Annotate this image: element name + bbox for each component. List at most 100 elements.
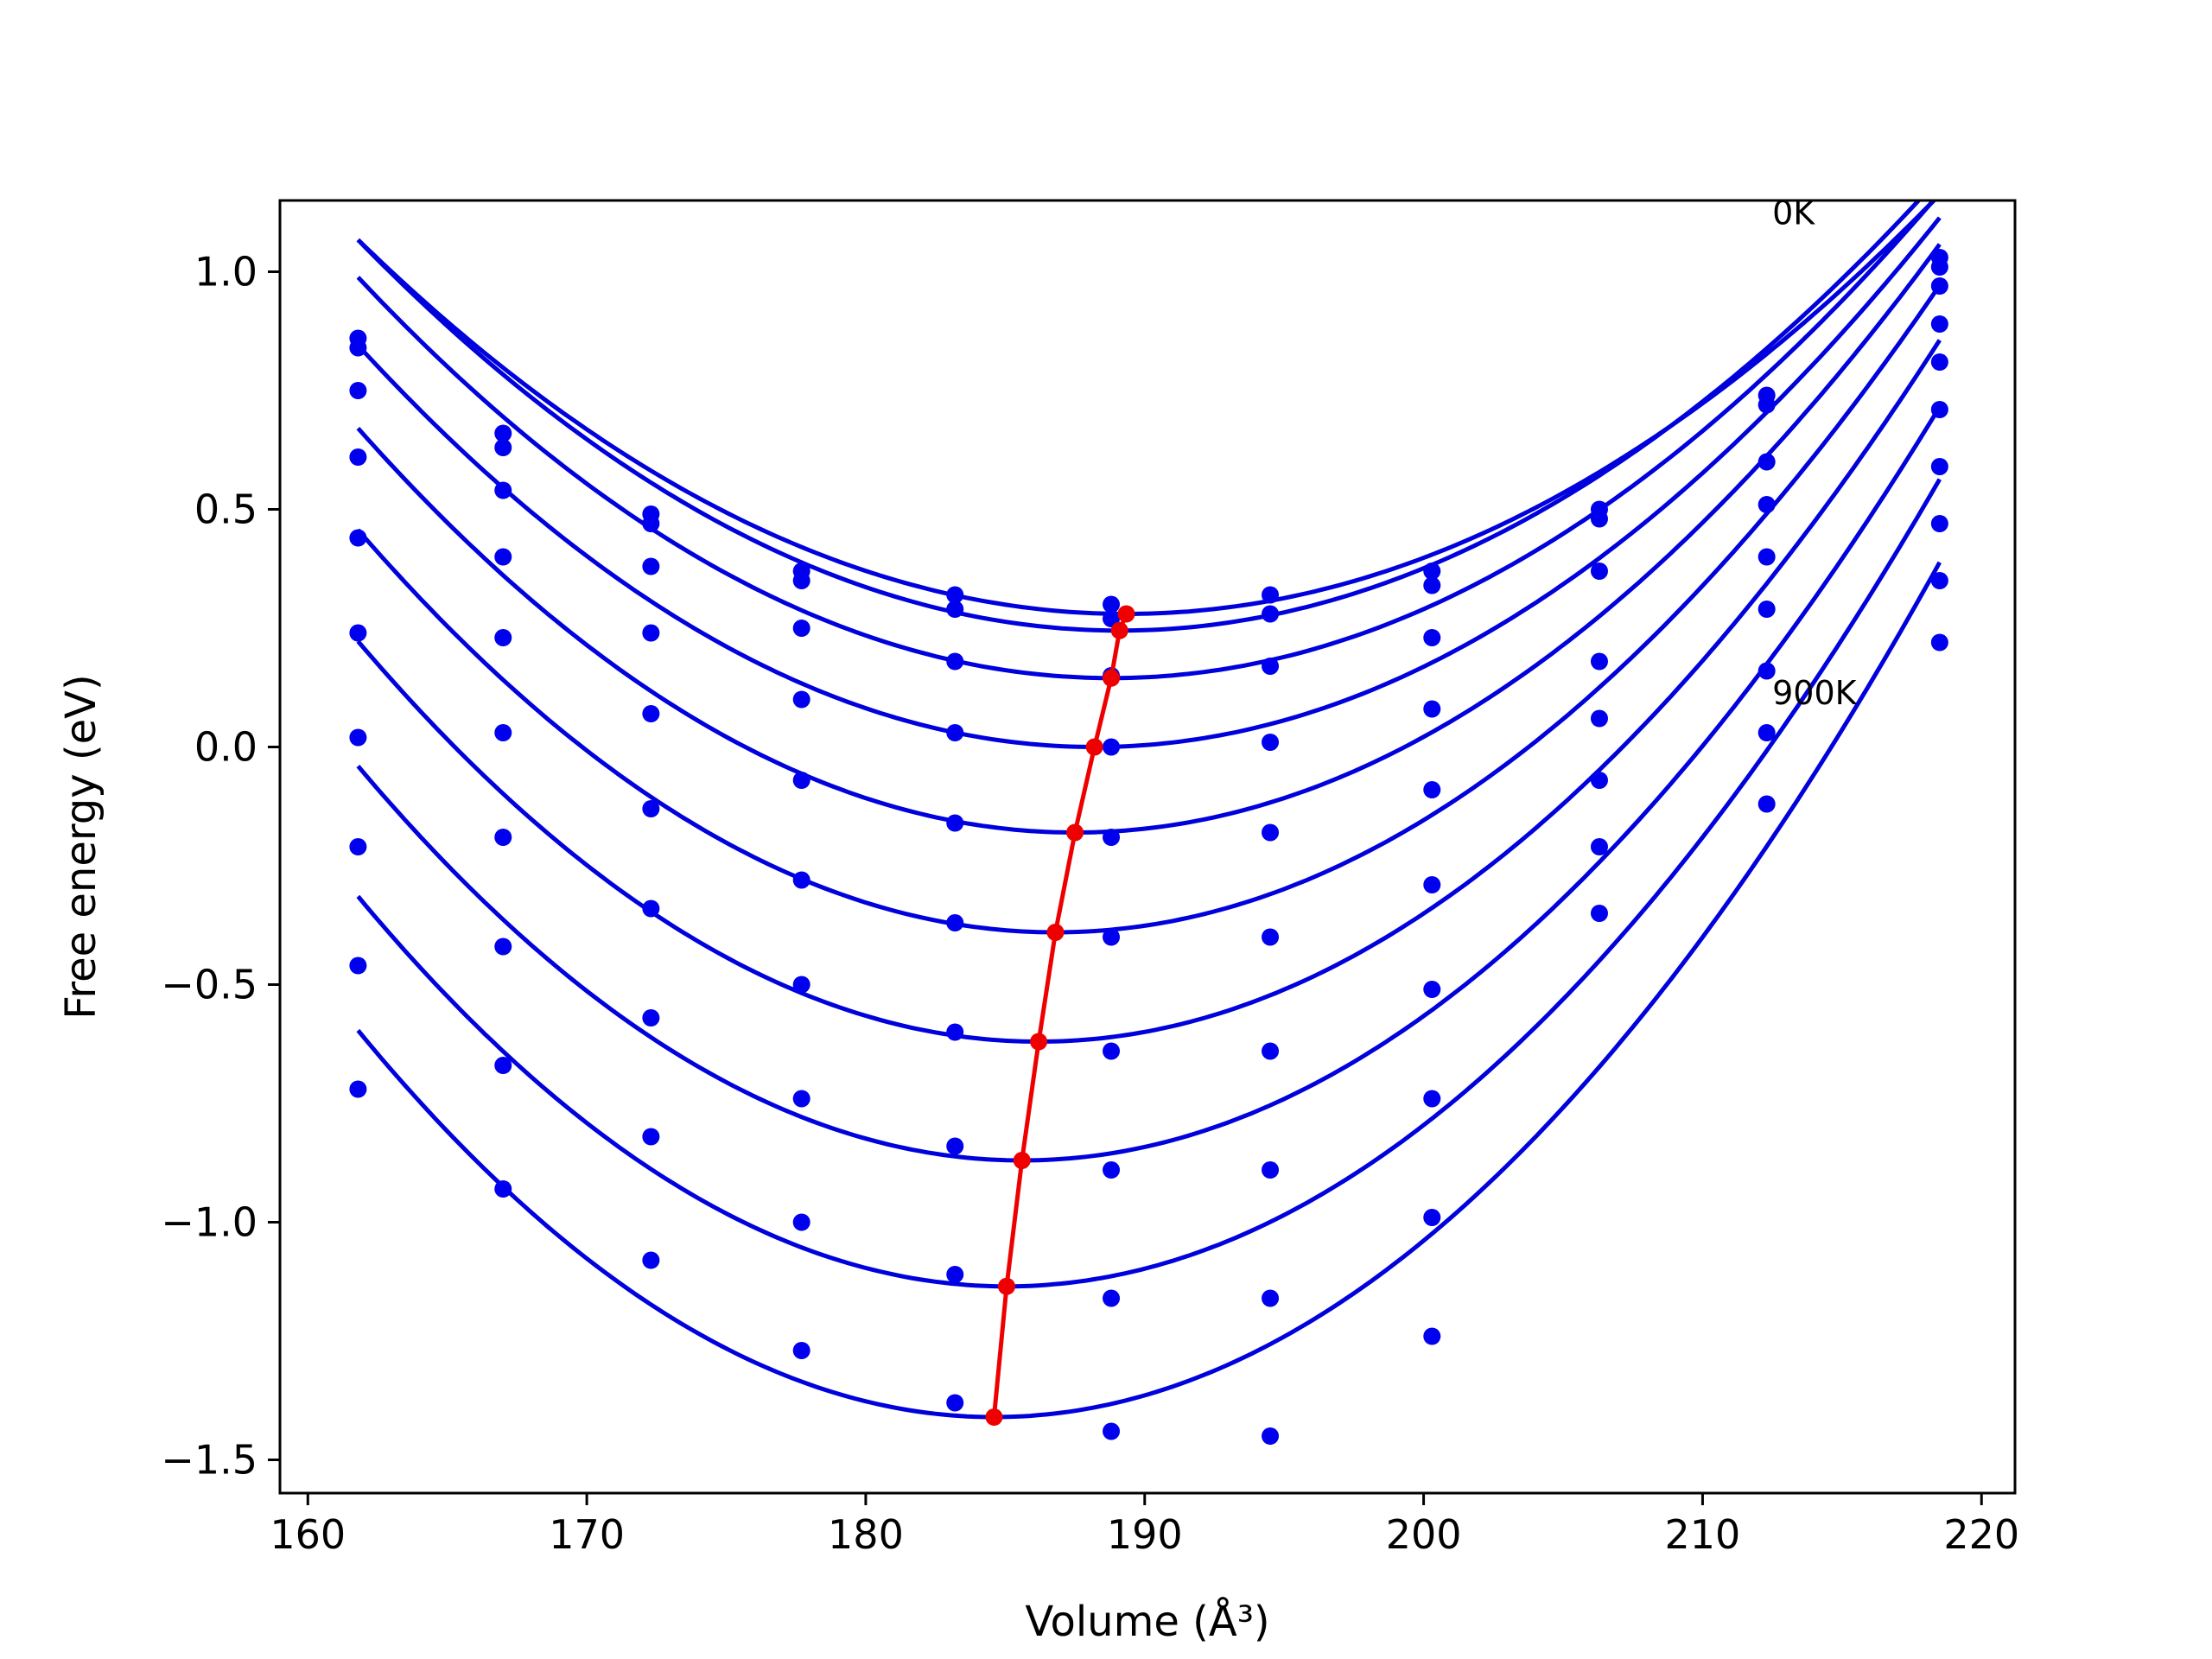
data-point-s9-10 xyxy=(1930,633,1948,652)
data-point-s4-1 xyxy=(494,629,512,646)
data-point-s7-4 xyxy=(946,1137,964,1155)
data-point-s5-0 xyxy=(349,624,367,642)
data-point-s6-2 xyxy=(642,899,660,918)
data-point-s3-3 xyxy=(792,690,810,709)
y-tick-label: −0.5 xyxy=(161,962,257,1008)
y-axis-label: Free energy (eV) xyxy=(57,674,105,1019)
data-point-s1-3 xyxy=(792,572,810,589)
data-point-s7-8 xyxy=(1590,905,1608,922)
data-point-s9-5 xyxy=(1103,1422,1121,1440)
y-tick-label: 0.0 xyxy=(194,724,257,771)
data-point-s2-3 xyxy=(792,620,810,637)
data-point-s7-9 xyxy=(1758,724,1776,741)
minimum-point-1 xyxy=(1110,621,1128,639)
x-tick-label: 180 xyxy=(828,1511,904,1558)
data-point-s8-6 xyxy=(1262,1289,1280,1307)
data-point-s2-4 xyxy=(946,652,964,671)
data-point-s3-4 xyxy=(946,724,964,741)
data-point-s2-10 xyxy=(1930,277,1948,295)
annotation-900K: 900K xyxy=(1772,674,1858,712)
data-point-s4-9 xyxy=(1758,548,1776,566)
data-point-s1-8 xyxy=(1590,510,1608,528)
data-point-s0-6 xyxy=(1262,586,1280,604)
x-tick-label: 200 xyxy=(1386,1511,1462,1558)
minimum-point-2 xyxy=(1103,669,1121,687)
data-point-s8-3 xyxy=(792,1213,810,1231)
data-point-s9-2 xyxy=(642,1251,660,1269)
data-point-s3-9 xyxy=(1758,496,1776,513)
data-point-s7-7 xyxy=(1423,1090,1441,1108)
minimum-point-4 xyxy=(1066,823,1084,842)
data-point-s8-5 xyxy=(1103,1289,1121,1307)
data-point-s5-10 xyxy=(1930,401,1948,418)
data-point-s7-6 xyxy=(1262,1161,1280,1179)
data-point-s9-0 xyxy=(349,1080,367,1098)
y-tick-label: 0.5 xyxy=(194,486,257,533)
data-point-s0-7 xyxy=(1423,563,1441,580)
data-point-s5-4 xyxy=(946,914,964,931)
data-point-s2-1 xyxy=(494,481,512,499)
data-point-s4-0 xyxy=(349,529,367,547)
data-point-s4-5 xyxy=(1103,829,1121,846)
data-point-s6-4 xyxy=(946,1023,964,1041)
data-point-s4-10 xyxy=(1930,353,1948,371)
fit-curve-8 xyxy=(356,478,1942,1289)
data-point-s8-9 xyxy=(1758,795,1776,813)
x-tick-label: 210 xyxy=(1665,1511,1741,1558)
data-point-s3-0 xyxy=(349,448,367,466)
data-point-s3-7 xyxy=(1423,700,1441,718)
data-point-s5-3 xyxy=(792,871,810,889)
data-point-s8-10 xyxy=(1930,572,1948,589)
data-point-s4-2 xyxy=(642,705,660,722)
x-axis: 160 170 180 190 200 210 220 xyxy=(270,1493,2019,1558)
data-point-s4-3 xyxy=(792,772,810,789)
data-point-s6-6 xyxy=(1262,1042,1280,1060)
minimum-curve xyxy=(985,605,1135,1426)
fit-curve-5 xyxy=(356,283,1942,935)
data-point-s9-3 xyxy=(792,1342,810,1359)
data-point-s5-2 xyxy=(642,800,660,817)
x-tick-label: 160 xyxy=(270,1511,346,1558)
data-point-s8-2 xyxy=(642,1128,660,1146)
fit-curve-4 xyxy=(356,243,1942,835)
data-point-s8-4 xyxy=(946,1266,964,1283)
data-point-s5-9 xyxy=(1758,601,1776,618)
data-point-s9-7 xyxy=(1423,1327,1441,1345)
data-point-s5-1 xyxy=(494,724,512,741)
y-tick-label: 1.0 xyxy=(194,249,257,296)
data-point-s4-7 xyxy=(1423,781,1441,798)
fit-curve-6 xyxy=(356,339,1942,1045)
data-point-s5-7 xyxy=(1423,876,1441,893)
fit-curves xyxy=(356,200,1942,1420)
data-point-s6-3 xyxy=(792,976,810,994)
data-point-s6-5 xyxy=(1103,1042,1121,1060)
data-point-s3-8 xyxy=(1590,652,1608,671)
data-point-s6-9 xyxy=(1758,662,1776,680)
data-point-s9-1 xyxy=(494,1180,512,1198)
data-point-s1-4 xyxy=(946,601,964,618)
data-point-s1-7 xyxy=(1423,576,1441,594)
data-point-s7-2 xyxy=(642,1009,660,1027)
data-point-s2-6 xyxy=(1262,658,1280,675)
plot-frame xyxy=(278,199,2017,1495)
fit-curve-1 xyxy=(356,200,1922,633)
data-point-s5-6 xyxy=(1262,928,1280,946)
minimum-point-5 xyxy=(1046,924,1065,941)
data-point-s3-1 xyxy=(494,548,512,566)
data-point-s7-3 xyxy=(792,1090,810,1108)
data-point-s0-5 xyxy=(1103,595,1121,613)
data-point-s1-6 xyxy=(1262,605,1280,623)
data-point-s3-6 xyxy=(1262,734,1280,751)
data-point-s1-1 xyxy=(494,439,512,456)
data-point-s1-0 xyxy=(349,339,367,357)
data-point-s4-6 xyxy=(1262,823,1280,842)
minimum-line xyxy=(991,613,1128,1418)
data-point-s2-7 xyxy=(1423,629,1441,646)
fit-curve-3 xyxy=(356,216,1942,749)
data-point-s1-9 xyxy=(1758,396,1776,414)
data-point-s0-4 xyxy=(946,586,964,604)
data-point-s6-8 xyxy=(1590,838,1608,855)
y-tick-label: −1.5 xyxy=(161,1437,257,1484)
data-point-s9-4 xyxy=(946,1394,964,1412)
